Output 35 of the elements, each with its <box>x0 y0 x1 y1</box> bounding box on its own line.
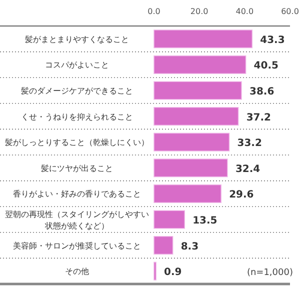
x-tick-label: 0.0 <box>148 7 160 16</box>
y-tick-label: くせ・うねりを抑えられること <box>21 112 133 122</box>
data-label: 32.4 <box>235 164 260 175</box>
bar <box>154 55 246 74</box>
bar <box>154 132 230 152</box>
y-tick-label: 香りがよい・好みの香りであること <box>13 190 141 199</box>
bar <box>154 158 228 178</box>
y-tick-label: 髪にツヤが出ること <box>41 164 113 173</box>
y-tick-label: 翌朝の再現性（スタイリングがしやすい状態が続くなど） <box>5 210 149 230</box>
x-tick-label: 20.0 <box>190 7 208 16</box>
y-tick-label: 髪のダメージケアができること <box>21 86 133 96</box>
data-label: 13.5 <box>192 216 218 226</box>
bar <box>154 236 174 255</box>
data-label: 33.2 <box>237 138 262 150</box>
y-tick-label: 美容師・サロンが推奨していること <box>13 241 141 250</box>
x-tick-label: 60.0 <box>281 7 299 16</box>
data-label: 0.9 <box>164 267 182 278</box>
bar <box>154 30 253 48</box>
y-tick-label: コスパがよいこと <box>45 60 109 70</box>
annotation: (n=1,000) <box>246 268 293 278</box>
bar <box>154 81 242 100</box>
data-label: 38.6 <box>249 86 274 98</box>
y-tick-label: 髪がまとまりやすくなること <box>25 34 129 44</box>
data-label: 43.3 <box>260 34 285 46</box>
data-label: 29.6 <box>229 190 254 201</box>
data-label: 40.5 <box>254 60 279 72</box>
bar <box>154 107 239 126</box>
bar <box>154 184 222 203</box>
y-tick-label: 髪がしっとりすること（乾燥しにくい） <box>5 138 149 148</box>
data-label: 37.2 <box>246 112 272 124</box>
bar <box>154 262 156 280</box>
bar <box>154 210 185 229</box>
y-tick-label: その他 <box>65 267 89 276</box>
data-label: 8.3 <box>180 241 199 252</box>
x-tick-label: 40.0 <box>236 7 254 16</box>
